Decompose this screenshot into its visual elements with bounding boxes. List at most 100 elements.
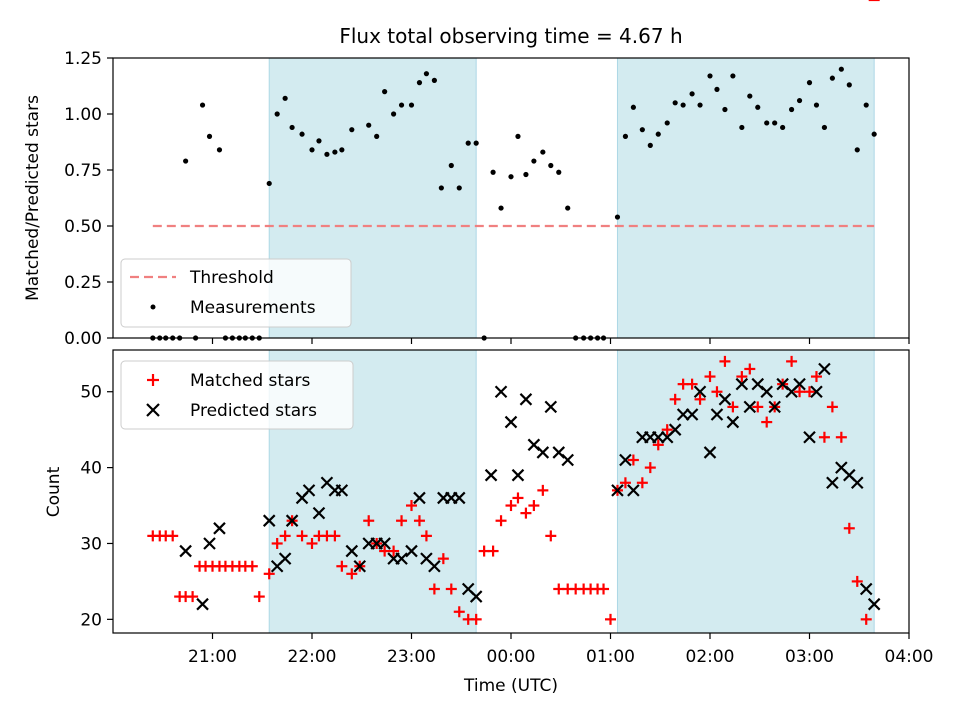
- x-tick-label: 01:00: [586, 647, 635, 667]
- top-y-tick-label: 0.50: [64, 217, 102, 237]
- measurement-point: [838, 66, 844, 72]
- measurements-legend-label: Measurements: [190, 298, 316, 318]
- measurement-point: [639, 127, 645, 133]
- bottom-y-tick-label: 20: [80, 610, 102, 630]
- predicted-star-point: [469, 590, 483, 603]
- matched-star-point: [605, 613, 616, 625]
- measurement-point: [289, 124, 295, 131]
- top-panel-plot-area: 0.00 0.25 0.50 0.75 1.00 1.25 Matched/Predict…: [23, 49, 910, 349]
- bottom-y-tick-label: 40: [80, 459, 102, 479]
- matched-star-point: [661, 424, 673, 436]
- chart-title: Flux total observing time = 4.67 h: [339, 24, 682, 48]
- matched-star-point: [835, 431, 847, 443]
- bottom-y-tick-label: 50: [80, 383, 102, 403]
- matched-star-point: [396, 515, 408, 527]
- predicted-star-point: [803, 430, 816, 444]
- predicted-star-point: [718, 393, 732, 406]
- bottom-x-axis-ticks: 21:00 22:00 23:00 00:00 01:00 02:00 03:00 04:00: [188, 633, 934, 667]
- matched-star-point: [627, 454, 639, 466]
- measurement-point: [739, 124, 745, 131]
- measurement-point: [829, 75, 835, 81]
- matched-star-point: [363, 515, 375, 527]
- predicted-star-point: [710, 408, 724, 421]
- matched-star-point: [545, 530, 557, 542]
- predicted-star-point: [619, 453, 632, 467]
- measurement-point: [508, 174, 514, 180]
- predicted-star-point: [203, 537, 216, 550]
- measurement-point: [730, 73, 736, 79]
- matched-star-point: [413, 515, 425, 527]
- predicted-star-point: [735, 377, 749, 391]
- matched-star-point: [437, 553, 449, 565]
- measurement-point: [707, 73, 713, 79]
- top-y-tick-label: 1.25: [64, 49, 102, 69]
- matched-star-point: [445, 583, 457, 595]
- measurement-point: [316, 138, 322, 144]
- matched-star-point: [826, 401, 838, 413]
- top-legend-box: [120, 258, 352, 328]
- x-tick-label: 03:00: [785, 647, 834, 667]
- matched-star-point: [794, 386, 806, 398]
- matched-star-point: [669, 393, 681, 405]
- measurement-point: [456, 185, 462, 191]
- matched-star-point: [520, 507, 532, 519]
- matched-star-point: [336, 560, 348, 572]
- measurement-point: [764, 120, 770, 126]
- matched-star-point: [487, 545, 499, 557]
- predicted-star-point: [676, 408, 690, 421]
- matched-star-point: [736, 371, 748, 383]
- predicted-star-point: [651, 430, 665, 444]
- matched-star-point: [804, 386, 815, 398]
- measurement-point: [431, 77, 437, 83]
- measurement-point: [680, 102, 686, 108]
- x-tick-label: 23:00: [387, 647, 436, 667]
- top-y-tick-label: 0.25: [64, 273, 102, 293]
- predicted-star-point: [850, 476, 864, 490]
- measurement-point: [780, 124, 786, 131]
- matched-star-point: [329, 530, 341, 542]
- measurement-point: [416, 80, 423, 86]
- measurement-point: [448, 162, 454, 169]
- predicted-star-point: [353, 559, 367, 573]
- predicted-star-point: [627, 484, 640, 497]
- measurement-point: [622, 133, 629, 139]
- matched-star-point: [711, 386, 723, 398]
- predicted-star-point: [611, 484, 624, 497]
- matched-star-point: [512, 492, 524, 504]
- predicted-star-point: [278, 552, 292, 565]
- top-y-tick-label: 1.00: [64, 105, 102, 125]
- predicted-star-point: [312, 506, 326, 520]
- measurement-point: [199, 102, 206, 108]
- matched-star-point: [761, 416, 773, 428]
- predicted-star-point: [302, 484, 316, 497]
- bottom-panel-plot-area: 20 30 40 50 21:00 22:00 23:00 00:00 01:00 02:00 0…: [44, 0, 934, 696]
- predicted-star-point: [345, 544, 359, 558]
- measurement-point: [423, 71, 430, 77]
- matched-legend-swatch: [147, 374, 159, 386]
- predicted-star-point: [405, 544, 418, 558]
- measurement-point: [772, 120, 778, 126]
- matched-star-point: [420, 530, 432, 542]
- matched-star-point: [752, 401, 764, 413]
- matched-star-point: [860, 613, 872, 625]
- predicted-star-point: [685, 408, 699, 421]
- matched-star-point: [537, 484, 549, 496]
- predicted-star-point: [544, 400, 558, 414]
- x-tick-label: 04:00: [885, 647, 934, 667]
- matched-star-point: [271, 537, 283, 549]
- matched-star-point: [246, 560, 258, 572]
- predicted-legend-label: Predicted stars: [190, 401, 317, 421]
- matched-star-point: [704, 371, 716, 383]
- measurement-point: [374, 133, 380, 139]
- predicted-star-point: [519, 393, 533, 406]
- predicted-star-point: [395, 552, 408, 565]
- measurement-point: [324, 151, 330, 157]
- top-legend: Threshold Measurements: [120, 258, 352, 328]
- measurement-point: [548, 162, 554, 169]
- predicted-star-point: [867, 597, 881, 611]
- predicted-stars-series: [179, 362, 881, 611]
- measurement-point: [755, 104, 761, 110]
- matched-star-point: [187, 591, 199, 603]
- measurement-point: [846, 82, 852, 88]
